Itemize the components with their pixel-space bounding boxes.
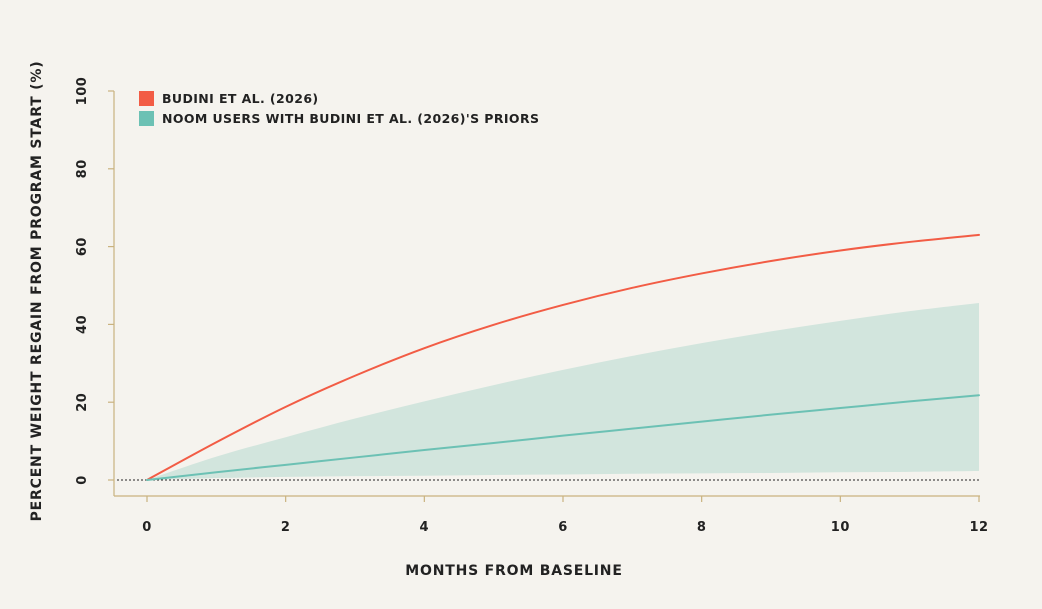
plot-area xyxy=(117,233,980,481)
x-tick-label: 6 xyxy=(558,520,568,535)
y-tick-label: 0 xyxy=(75,475,90,485)
legend: BUDINI ET AL. (2026) NOOM USERS WITH BUDI… xyxy=(139,91,539,126)
series-1-line xyxy=(146,233,980,481)
x-axis-ticks: 0 2 4 6 8 10 12 xyxy=(142,496,988,535)
x-tick-label: 0 xyxy=(142,520,152,535)
legend-swatch xyxy=(139,91,154,106)
legend-swatch xyxy=(139,111,154,126)
y-axis-title: PERCENT WEIGHT REGAIN FROM PROGRAM START… xyxy=(29,61,45,522)
y-axis-ticks: 0 20 40 60 80 100 xyxy=(75,77,114,485)
y-axis: 0 20 40 60 80 100 PERCENT WEIGHT REGAIN FROM … xyxy=(29,61,115,522)
x-tick-label: 10 xyxy=(831,520,850,535)
y-tick-label: 60 xyxy=(75,237,90,256)
x-tick-label: 8 xyxy=(697,520,707,535)
x-tick-label: 4 xyxy=(420,520,430,535)
y-tick-label: 20 xyxy=(75,393,90,412)
legend-item: NOOM USERS WITH BUDINI ET AL. (2026)'S P… xyxy=(139,111,539,126)
x-axis-title: MONTHS FROM BASELINE xyxy=(405,563,622,579)
legend-label: BUDINI ET AL. (2026) xyxy=(162,91,319,106)
x-axis: 0 2 4 6 8 10 12 MONTHS FROM BASELINE xyxy=(114,495,988,579)
legend-item: BUDINI ET AL. (2026) xyxy=(139,91,319,106)
series-2-line xyxy=(146,394,980,481)
y-tick-label: 80 xyxy=(75,159,90,178)
x-tick-label: 12 xyxy=(969,520,988,535)
y-tick-label: 40 xyxy=(75,315,90,334)
x-tick-label: 2 xyxy=(281,520,291,535)
uncertainty-band-layer xyxy=(147,303,979,480)
series-2-uncertainty-band xyxy=(147,303,979,480)
legend-label: NOOM USERS WITH BUDINI ET AL. (2026)'S P… xyxy=(162,111,539,126)
y-tick-label: 100 xyxy=(75,77,90,106)
series-layer xyxy=(146,233,980,481)
